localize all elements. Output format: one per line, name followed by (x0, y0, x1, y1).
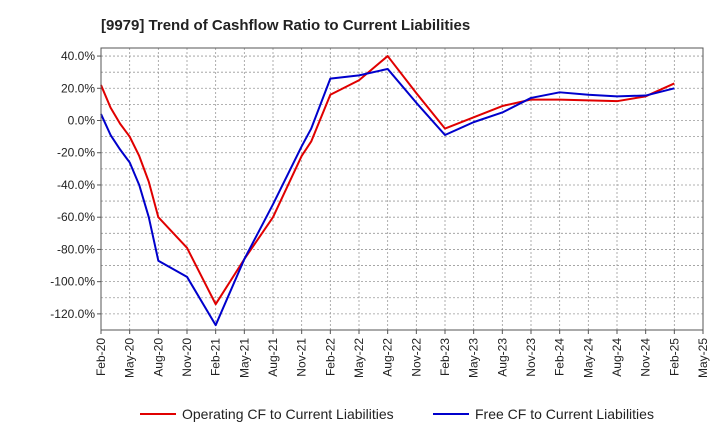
x-tick-label: Aug-20 (151, 338, 165, 377)
x-tick-label: Aug-23 (495, 338, 509, 377)
x-tick-label: Aug-22 (381, 338, 395, 377)
x-tick-label: Nov-20 (180, 338, 194, 377)
x-tick-label: Feb-24 (553, 338, 567, 376)
legend: Operating CF to Current Liabilities Free … (140, 406, 654, 422)
x-tick-label: Aug-21 (266, 338, 280, 377)
y-tick-label: -20.0% (57, 146, 95, 160)
y-tick-label: -40.0% (57, 178, 95, 192)
x-tick-label: May-21 (237, 338, 251, 378)
x-axis-ticks: Feb-20 May-20 Aug-20 Nov-20 Feb-21 May-21 Aug-… (94, 330, 710, 378)
x-tick-label: Feb-23 (438, 338, 452, 376)
x-tick-label: Aug-24 (610, 338, 624, 377)
y-tick-label: -80.0% (57, 242, 95, 256)
x-tick-label: Nov-21 (295, 338, 309, 377)
series-line-2 (100, 67, 675, 327)
y-tick-label: 0.0% (68, 114, 96, 128)
x-tick-label: May-23 (467, 338, 481, 378)
x-tick-label: Nov-23 (524, 338, 538, 377)
x-tick-label: Feb-21 (209, 338, 223, 376)
plot-frame (100, 47, 704, 331)
series-line-1 (100, 55, 675, 306)
series-lines (100, 55, 675, 327)
grid (100, 48, 704, 331)
y-tick-label: -120.0% (50, 307, 95, 321)
y-tick-label: -60.0% (57, 210, 95, 224)
x-tick-label: May-22 (352, 338, 366, 378)
y-tick-label: 20.0% (61, 81, 95, 95)
legend-label-2: Free CF to Current Liabilities (475, 406, 654, 422)
legend-label-1: Operating CF to Current Liabilities (182, 406, 394, 422)
x-tick-label: Nov-22 (409, 338, 423, 377)
y-tick-label: 40.0% (61, 49, 95, 63)
x-tick-label: May-24 (581, 338, 595, 378)
y-axis-ticks: 40.0% 20.0% 0.0% -20.0% -40.0% -60.0% -80.0% -1… (50, 49, 101, 321)
x-tick-label: May-20 (123, 338, 137, 378)
x-tick-label: May-25 (696, 338, 710, 378)
chart-title: [9979] Trend of Cashflow Ratio to Curren… (101, 17, 470, 34)
x-tick-label: Feb-25 (667, 338, 681, 376)
x-tick-label: Feb-20 (94, 338, 108, 376)
y-tick-label: -100.0% (50, 275, 95, 289)
x-tick-label: Feb-22 (323, 338, 337, 376)
x-tick-label: Nov-24 (639, 338, 653, 377)
